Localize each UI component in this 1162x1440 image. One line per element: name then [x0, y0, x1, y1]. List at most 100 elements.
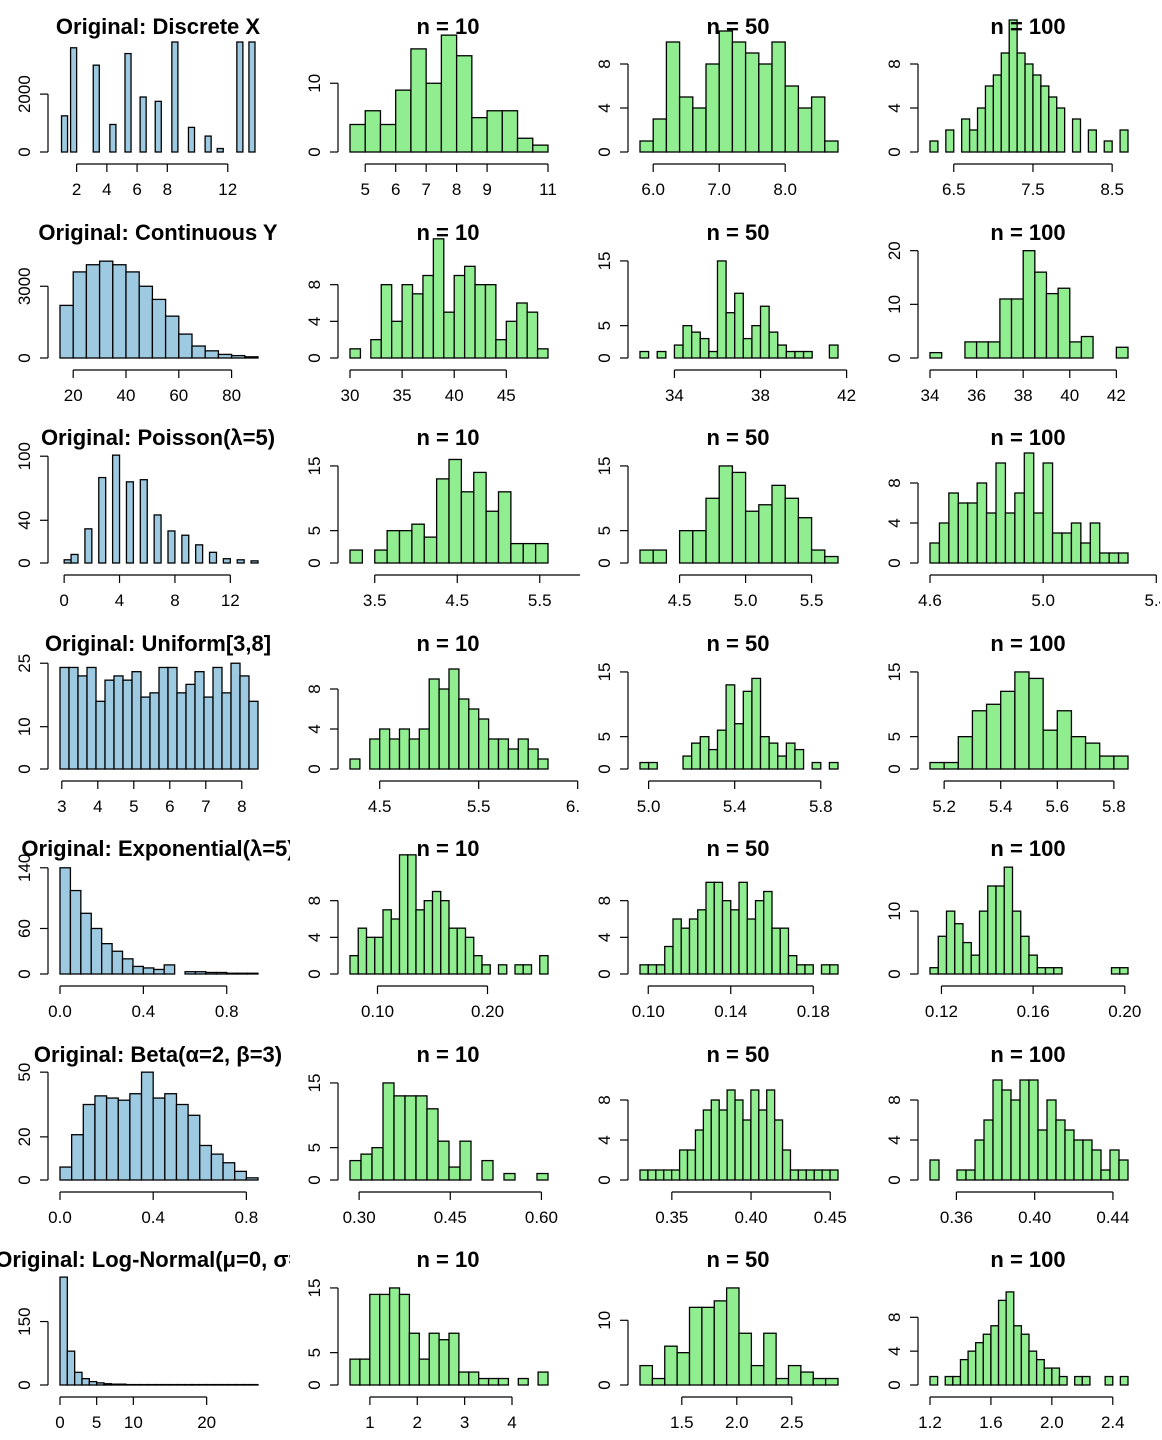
y-tick-label: 0 — [305, 353, 324, 362]
histogram-bar — [122, 679, 133, 770]
chart-title: n = 100 — [990, 14, 1065, 39]
chart-title: Original: Poisson(λ=5) — [41, 425, 275, 450]
x-tick-label: 0 — [55, 1413, 64, 1432]
histogram-bar — [510, 542, 524, 564]
histogram-bar — [797, 517, 813, 564]
histogram-bar — [1099, 755, 1115, 770]
x-tick-label: 35 — [393, 386, 412, 405]
chart-panel-1: 0 2000 2 4 6 8 12 Original: Discrete X — [0, 0, 290, 205]
histogram-bar — [797, 1169, 807, 1181]
histogram-bar — [140, 1071, 154, 1181]
histogram-bar — [1108, 552, 1120, 564]
x-tick-label: 5.5 — [528, 591, 552, 610]
histogram-bar — [664, 945, 674, 975]
x-tick-label: 6 — [391, 180, 400, 199]
chart-title: n = 10 — [417, 631, 480, 656]
histogram-bar — [139, 96, 147, 153]
histogram-bar — [672, 918, 682, 975]
histogram-bar — [1091, 1149, 1102, 1181]
histogram-bar — [94, 1095, 108, 1181]
histogram-bar — [820, 964, 831, 975]
x-tick-label: 38 — [1014, 386, 1033, 405]
x-tick-label: 6 — [165, 797, 174, 816]
x-tick-label: 2.0 — [725, 1413, 749, 1432]
chart-panel-20: 0 10 0.12 0.16 0.20 n = 100 — [870, 822, 1160, 1027]
histogram-bar — [398, 1293, 411, 1386]
histogram-bar — [746, 918, 757, 975]
histogram-bar — [1034, 271, 1048, 359]
histogram-bar — [692, 530, 707, 564]
y-tick-label: 10 — [595, 1311, 614, 1330]
histogram-bar — [404, 1095, 417, 1181]
histogram-bar — [1070, 522, 1082, 564]
histogram-bar — [388, 738, 401, 770]
histogram-bar — [1040, 85, 1050, 153]
chart-panel-2: 0 10 5 6 7 8 9 11 n = 10 — [290, 0, 580, 205]
histogram-bar — [175, 1103, 189, 1181]
histogram-bar — [226, 972, 238, 975]
histogram-bar — [716, 260, 727, 359]
histogram-bar — [995, 462, 1007, 564]
histogram-bar — [750, 1364, 765, 1386]
histogram-bar — [828, 344, 839, 359]
chart-panel-26: 0 5 15 1 2 3 4 n = 10 — [290, 1233, 580, 1438]
histogram-bar — [82, 1103, 96, 1181]
chart-panel-13: 0 10 25 3 4 5 6 7 8 Original: Uniform[3,8] — [0, 617, 290, 822]
histogram-bar — [965, 1169, 976, 1181]
histogram-bar — [1100, 1169, 1111, 1181]
histogram-bar — [382, 909, 392, 975]
histogram-bar — [236, 559, 245, 564]
histogram-bar — [125, 481, 135, 564]
histogram-bar — [1057, 287, 1071, 359]
histogram-bar — [929, 140, 939, 153]
histogram-bar — [388, 1287, 401, 1386]
chart-title: Original: Beta(α=2, β=3) — [34, 1042, 282, 1067]
histogram-bar — [537, 1371, 549, 1386]
histogram-bar — [497, 1377, 510, 1386]
histogram-bar — [777, 344, 788, 359]
y-tick-label: 60 — [15, 919, 34, 938]
histogram-bar — [1051, 532, 1063, 564]
histogram-bar — [222, 558, 231, 564]
histogram-bar — [349, 1358, 361, 1386]
histogram-bar — [725, 312, 736, 359]
x-tick-label: 5.6 — [1045, 797, 1069, 816]
histogram-bar — [250, 560, 259, 564]
histogram-bar — [191, 345, 206, 359]
histogram-bar — [651, 1377, 666, 1386]
x-tick-label: 4.5 — [668, 591, 692, 610]
histogram-svg: 0 10 0.12 0.16 0.20 n = 100 — [885, 836, 1141, 1021]
x-tick-label: 0.8 — [215, 1002, 239, 1021]
histogram-bar — [768, 331, 779, 359]
histogram-bar — [647, 1169, 657, 1181]
histogram-bar — [688, 1306, 703, 1386]
histogram-bar — [151, 298, 167, 359]
histogram-bar — [964, 341, 978, 359]
histogram-bar — [682, 325, 693, 359]
y-tick-label: 8 — [885, 1095, 904, 1104]
histogram-bar — [398, 854, 409, 975]
histogram-bar — [1014, 492, 1025, 564]
y-tick-label: 15 — [595, 251, 614, 270]
histogram-bar — [66, 1350, 76, 1386]
histogram-bar — [751, 325, 762, 359]
y-tick-label: 0 — [305, 764, 324, 773]
x-tick-label: 0.14 — [714, 1002, 747, 1021]
histogram-svg: 0 4 8 6.0 7.0 8.0 n = 50 — [595, 14, 839, 199]
y-tick-label: 0 — [885, 764, 904, 773]
histogram-bar — [787, 955, 798, 975]
histogram-bar — [945, 910, 956, 975]
histogram-bar — [474, 284, 487, 359]
histogram-bar — [967, 1350, 977, 1386]
histogram-bar — [471, 116, 488, 153]
histogram-bar — [705, 63, 720, 153]
histogram-bar — [976, 482, 988, 564]
histogram-bar — [380, 284, 393, 359]
x-tick-label: 5 — [92, 1413, 101, 1432]
histogram-bar — [244, 356, 259, 359]
x-tick-label: 1.2 — [918, 1413, 942, 1432]
x-tick-label: 30 — [341, 386, 360, 405]
histogram-bar — [686, 1149, 697, 1181]
histogram-bar — [975, 1342, 984, 1386]
histogram-bar — [131, 671, 142, 770]
